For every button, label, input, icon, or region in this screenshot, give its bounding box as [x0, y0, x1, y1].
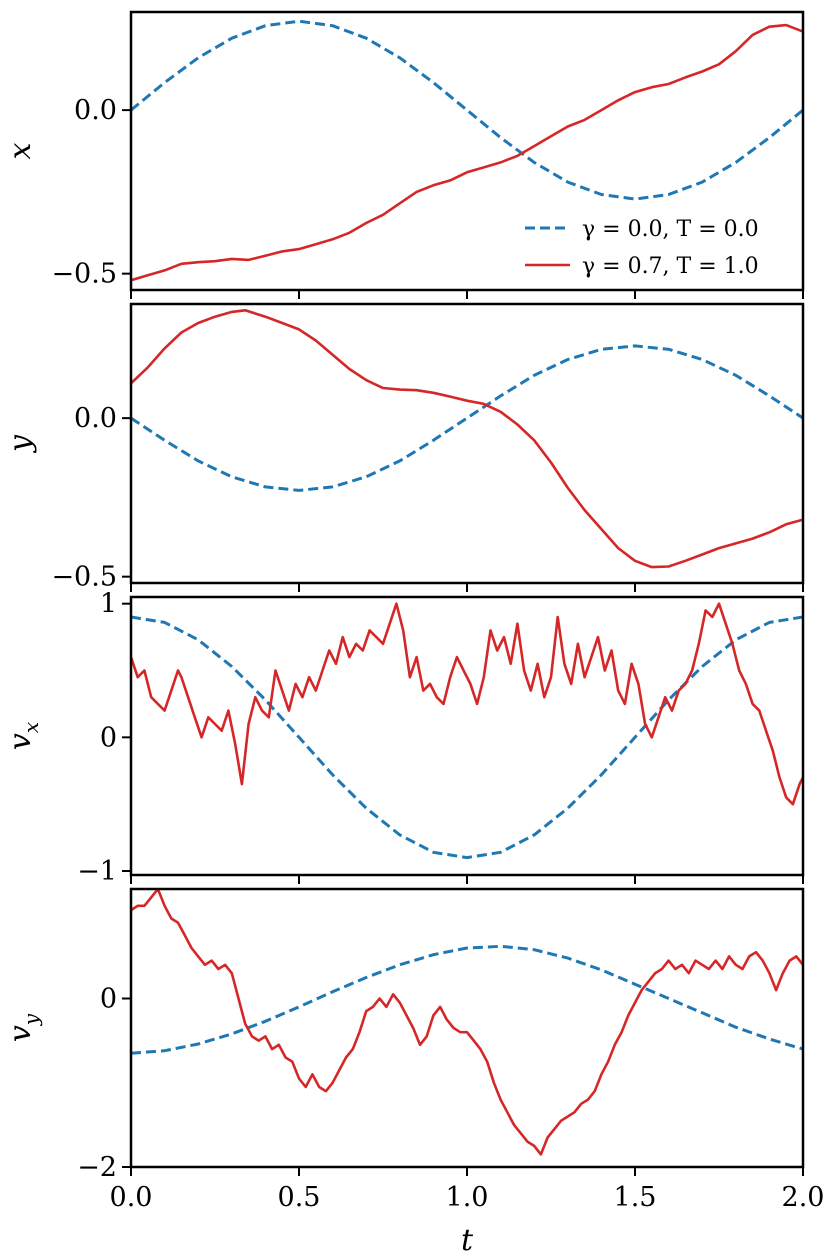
series-line-solid-panel-0 [131, 23, 803, 282]
panel-3: −2 0 vy [3, 887, 805, 1183]
legend: γ = 0.0, T = 0.0 γ = 0.7, T = 1.0 [525, 217, 759, 279]
series-line-solid-panel-3 [131, 889, 803, 1156]
panel-frame [129, 595, 805, 877]
series-line-dashed-panel-1 [131, 344, 803, 492]
y-tick-label: −1 [77, 856, 117, 887]
series-line-dashed-panel-3 [131, 944, 803, 1055]
series-line-dashed-panel-0 [131, 19, 803, 201]
series-line-dashed-panel-2 [131, 615, 803, 860]
y-tick-label: 0.0 [74, 403, 117, 434]
y-tick-label: 1 [100, 589, 117, 620]
x-tick-label: 0.0 [110, 1182, 153, 1213]
y-axis-label-2: vx [3, 722, 43, 750]
y-axis-label-sub: y [19, 1013, 43, 1026]
panel-frame [129, 10, 805, 292]
panel-0: −0.5 0.0 x [3, 10, 805, 299]
y-tick-label: −0.5 [51, 259, 117, 290]
x-tick-label: 2.0 [782, 1182, 825, 1213]
panel-frame [129, 302, 805, 585]
legend-label-dashed: γ = 0.0, T = 0.0 [582, 217, 759, 242]
series-line-solid-panel-2 [131, 602, 803, 806]
x-tick-label: 1.5 [614, 1182, 657, 1213]
panel-2: −1 0 1 vx [3, 589, 805, 887]
y-tick-label: −0.5 [51, 562, 117, 593]
x-tick-label: 1.0 [446, 1182, 489, 1213]
y-tick-label: 0 [100, 722, 117, 753]
y-axis-label-main: v [3, 733, 38, 750]
y-axis-label-main: v [3, 1025, 38, 1042]
y-tick-label: 0.0 [74, 95, 117, 126]
y-axis-label-3: vy [3, 1013, 43, 1042]
panel-1: −0.5 0.0 y [3, 302, 805, 593]
series-line-solid-panel-1 [131, 309, 803, 569]
y-axis-label-sub: x [19, 722, 43, 733]
y-tick-label: 0 [100, 984, 117, 1015]
y-axis-label-main: x [3, 142, 38, 159]
panel-frame [129, 887, 805, 1169]
legend-label-solid: γ = 0.7, T = 1.0 [582, 254, 759, 279]
y-axis-label-1: y [3, 434, 38, 454]
x-axis-label: t [461, 1223, 474, 1256]
y-axis-label-0: x [3, 142, 38, 159]
x-axis: 0.0 0.5 1.0 1.5 2.0 [110, 1182, 825, 1213]
x-tick-label: 0.5 [278, 1182, 321, 1213]
y-axis-label-main: y [3, 434, 38, 454]
y-tick-label: −2 [77, 1152, 117, 1183]
